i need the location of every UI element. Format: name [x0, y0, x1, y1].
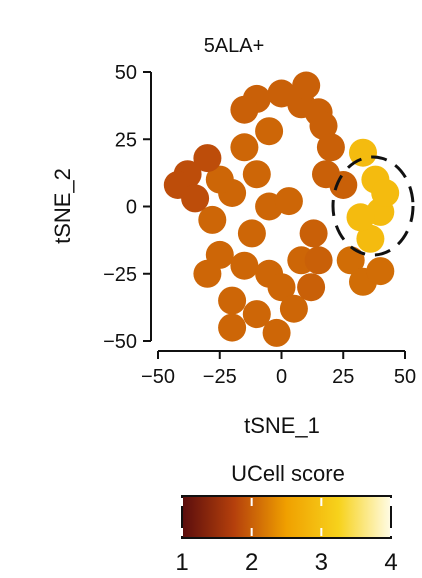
data-point [267, 273, 296, 302]
data-point [242, 300, 271, 329]
data-point [356, 224, 385, 253]
y-tick-label: 25 [115, 129, 137, 151]
data-point [230, 95, 259, 124]
data-point [316, 133, 345, 162]
data-point [230, 251, 259, 280]
colorbar-tick-label: 3 [315, 549, 328, 576]
data-point [230, 133, 259, 162]
data-point [218, 313, 247, 342]
data-point [237, 219, 266, 248]
colorbar [181, 495, 392, 539]
cluster-2 [230, 71, 333, 127]
colorbar-tick-label: 2 [245, 549, 258, 576]
x-axis-ticks: −50 −25 0 25 50 [141, 351, 416, 388]
y-axis-label: tSNE_2 [50, 168, 75, 244]
data-point [218, 286, 247, 315]
y-tick-label: −50 [103, 331, 137, 353]
data-point [346, 203, 375, 232]
cluster-0 [193, 117, 316, 347]
data-point [349, 138, 377, 167]
data-point [297, 273, 326, 302]
colorbar-title: UCell score [231, 461, 345, 486]
cluster-6 [297, 219, 333, 302]
colorbar-tick-label: 4 [384, 549, 397, 576]
data-point [181, 184, 210, 213]
chart-title: 5ALA+ [204, 35, 265, 57]
cluster-3 [309, 111, 358, 199]
cluster-4 [346, 138, 400, 253]
cluster-5 [336, 246, 395, 296]
data-point [292, 71, 321, 100]
data-point [336, 246, 365, 275]
data-point [242, 160, 271, 189]
data-point [304, 246, 333, 275]
data-point [198, 205, 227, 234]
x-axis-label: tSNE_1 [244, 413, 320, 438]
y-tick-label: 0 [126, 197, 137, 219]
data-point [262, 318, 291, 347]
data-point [329, 171, 358, 199]
data-point [193, 259, 222, 288]
data-point [309, 111, 338, 140]
data-point [279, 294, 308, 323]
data-point [193, 144, 222, 173]
data-point [366, 257, 395, 286]
data-point [255, 117, 284, 146]
cluster-1 [163, 144, 222, 213]
x-tick-label: 0 [276, 366, 287, 388]
x-tick-label: 25 [332, 366, 354, 388]
x-tick-label: 50 [394, 366, 416, 388]
x-tick-label: −50 [141, 366, 175, 388]
data-point [299, 219, 328, 248]
data-point [371, 179, 400, 207]
scatter-points [163, 71, 400, 347]
x-tick-label: −25 [203, 366, 237, 388]
colorbar-tick-label: 1 [175, 549, 188, 576]
data-point [205, 165, 234, 194]
data-point [274, 187, 303, 216]
y-tick-label: 50 [115, 62, 137, 84]
highlight-ellipse [331, 155, 415, 257]
colorbar-ticks: 1 2 3 4 [175, 498, 398, 576]
y-tick-label: −25 [103, 264, 137, 286]
y-axis-ticks: −50 −25 0 25 50 [103, 62, 151, 353]
